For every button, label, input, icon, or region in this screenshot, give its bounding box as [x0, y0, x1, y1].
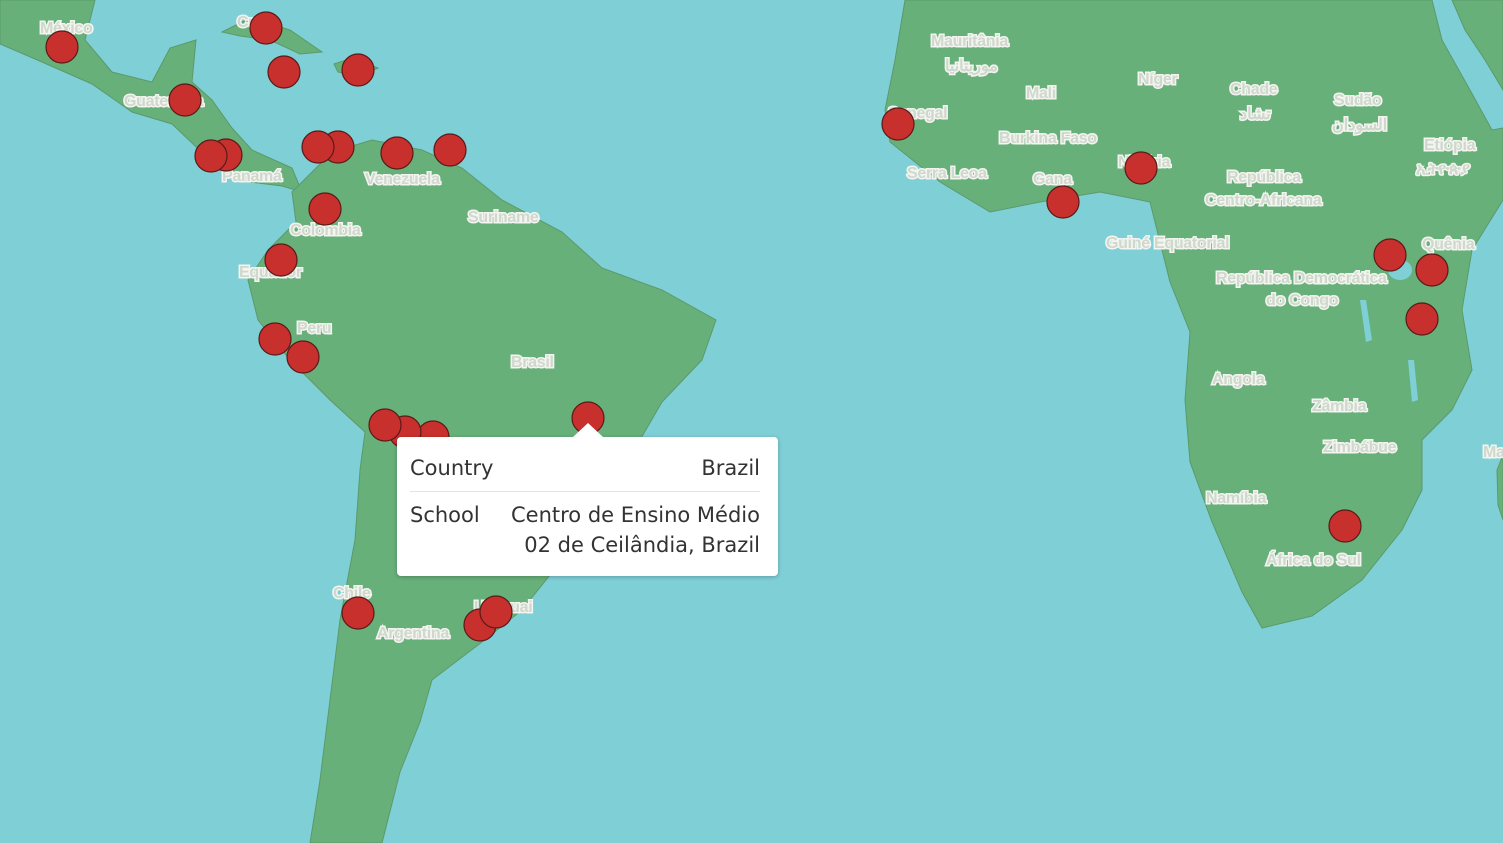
country-label-mauritania-ar: موريتانيا [945, 58, 998, 76]
school-marker[interactable] [1124, 151, 1158, 185]
school-marker[interactable] [479, 595, 513, 629]
tooltip-school-line2: 02 de Ceilândia, Brazil [524, 533, 760, 557]
school-marker[interactable] [1328, 509, 1362, 543]
country-label-chade-ar: تشاد [1240, 106, 1271, 123]
country-label-rdc1: República Democrática [1216, 270, 1387, 287]
school-marker[interactable] [341, 596, 375, 630]
lakes [1360, 260, 1418, 402]
school-marker[interactable] [1373, 238, 1407, 272]
country-label-rdc2: do Congo [1266, 292, 1339, 309]
arabia [1451, 0, 1503, 91]
country-label-suriname: Suriname [468, 209, 539, 226]
country-label-namibia: Namíbia [1206, 490, 1267, 507]
tooltip-row-school: School Centro de Ensino Médio 02 de Ceilâ… [410, 492, 760, 560]
school-marker[interactable] [380, 136, 414, 170]
country-label-gana: Gana [1033, 171, 1072, 188]
country-label-burkina: Burkina Faso [999, 130, 1097, 147]
tooltip-country-label: Country [410, 456, 494, 480]
school-marker[interactable] [264, 243, 298, 277]
country-label-africa-sul: África do Sul [1266, 550, 1361, 569]
country-label-brasil: Brasil [511, 354, 554, 371]
tooltip-row-country: Country Brazil [410, 445, 760, 492]
country-label-angola: Angola [1212, 371, 1265, 388]
country-label-madagascar: Ma [1483, 444, 1503, 461]
school-marker[interactable] [194, 139, 228, 173]
country-label-guine-eq: Guiné Equatorial [1106, 235, 1229, 252]
country-label-chade: Chade [1230, 81, 1278, 98]
country-label-mali: Mali [1026, 85, 1056, 102]
school-marker[interactable] [881, 107, 915, 141]
country-label-rca2: Centro-Africana [1205, 192, 1322, 209]
country-label-peru: Peru [297, 320, 331, 337]
marker-tooltip: Country Brazil School Centro de Ensino M… [397, 423, 778, 576]
country-label-mauritania: Mauritânia [931, 33, 1008, 50]
country-label-etiopia: Etiópia [1424, 137, 1476, 154]
school-marker[interactable] [308, 192, 342, 226]
country-label-serra-leoa: Serra Leoa [907, 165, 987, 182]
school-marker[interactable] [286, 340, 320, 374]
school-marker[interactable] [249, 11, 283, 45]
tooltip-school-label: School [410, 503, 480, 527]
lake-tanganyika [1360, 300, 1372, 342]
tooltip-school-value: Centro de Ensino Médio 02 de Ceilândia, B… [500, 500, 760, 560]
country-label-quenia: Quênia [1422, 236, 1475, 253]
school-marker[interactable] [258, 322, 292, 356]
country-label-sudao: Sudão [1334, 92, 1382, 109]
africa [884, 0, 1503, 629]
school-marker[interactable] [267, 55, 301, 89]
country-label-argentina: Argentina [377, 625, 449, 642]
country-label-venezuela: Venezuela [365, 171, 440, 188]
country-label-panama: Panamá [222, 168, 282, 185]
country-label-niger: Níger [1138, 71, 1177, 88]
school-marker[interactable] [368, 408, 402, 442]
country-label-zambia: Zâmbia [1312, 398, 1367, 415]
school-marker[interactable] [168, 83, 202, 117]
country-label-zimbabue: Zimbábue [1323, 439, 1397, 456]
tooltip-country-value: Brazil [701, 456, 760, 480]
country-label-etiopia-am: ኢትዮጵያ [1416, 161, 1470, 178]
country-label-rca1: República [1227, 169, 1301, 186]
country-label-sudao-ar: السودان [1332, 117, 1387, 135]
school-marker[interactable] [45, 30, 79, 64]
school-marker[interactable] [1405, 302, 1439, 336]
school-marker[interactable] [341, 53, 375, 87]
tooltip-school-line1: Centro de Ensino Médio [511, 503, 760, 527]
school-marker[interactable] [1415, 253, 1449, 287]
madagascar [1496, 454, 1503, 521]
lake-malawi [1408, 360, 1418, 402]
school-marker[interactable] [1046, 185, 1080, 219]
school-marker[interactable] [301, 130, 335, 164]
country-label-colombia: Colombia [290, 222, 361, 239]
school-marker[interactable] [433, 133, 467, 167]
